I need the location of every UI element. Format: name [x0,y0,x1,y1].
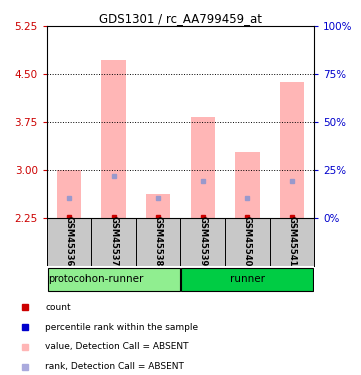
Text: GSM45537: GSM45537 [109,216,118,266]
Bar [191,117,215,218]
Bar [235,152,260,217]
Bar [279,82,304,218]
Title: GDS1301 / rc_AA799459_at: GDS1301 / rc_AA799459_at [99,12,262,25]
Text: percentile rank within the sample: percentile rank within the sample [45,322,199,332]
Text: runner: runner [230,274,265,284]
Text: rank, Detection Call = ABSENT: rank, Detection Call = ABSENT [45,362,184,371]
Bar [101,60,126,217]
FancyBboxPatch shape [181,268,313,291]
Text: GSM45536: GSM45536 [65,216,74,266]
Text: protocol: protocol [48,274,87,284]
Text: GSM45541: GSM45541 [287,216,296,266]
Bar [146,194,170,217]
Text: value, Detection Call = ABSENT: value, Detection Call = ABSENT [45,342,189,351]
Bar [57,170,82,217]
Text: count: count [45,303,71,312]
Text: GSM45539: GSM45539 [198,216,207,266]
FancyBboxPatch shape [48,268,180,291]
Text: GSM45538: GSM45538 [154,216,163,266]
Text: GSM45540: GSM45540 [243,216,252,266]
Text: non-runner: non-runner [84,274,143,284]
